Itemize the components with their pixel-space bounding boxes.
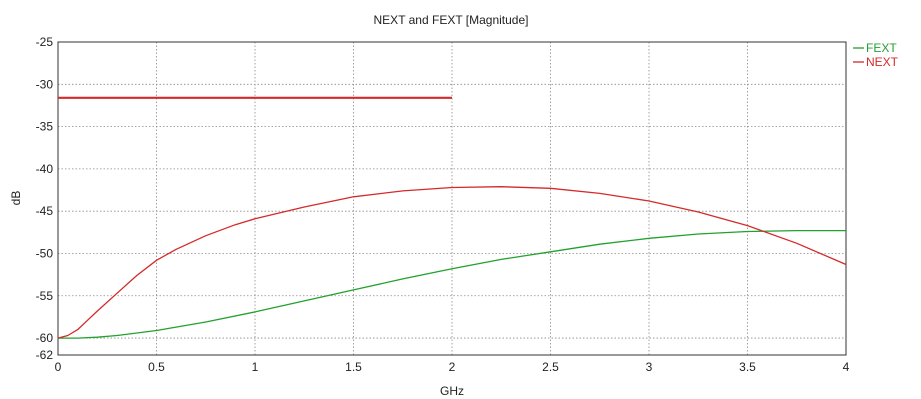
x-tick-label: 4	[843, 360, 850, 374]
x-axis: 0 0.5 1 1.5 2 2.5 3 3.5 4	[55, 360, 850, 374]
y-tick-label: -35	[36, 120, 54, 134]
y-axis-label: dB	[9, 191, 23, 206]
x-tick-label: 3	[646, 360, 653, 374]
x-tick-label: 0	[55, 360, 62, 374]
grid	[58, 42, 846, 355]
x-tick-label: 3.5	[739, 360, 756, 374]
y-tick-label: -25	[36, 35, 54, 49]
x-tick-label: 1	[252, 360, 259, 374]
y-tick-label: -50	[36, 246, 54, 260]
legend-label-next: NEXT	[866, 55, 899, 69]
series-layer	[57, 96, 847, 339]
y-tick-label: -30	[36, 77, 54, 91]
y-tick-label: -45	[36, 204, 54, 218]
chart-title: NEXT and FEXT [Magnitude]	[374, 13, 529, 27]
series-line-next	[57, 186, 847, 339]
y-tick-label: -62	[36, 348, 54, 362]
plot-area-frame	[57, 41, 847, 356]
legend-label-fext: FEXT	[866, 41, 897, 55]
x-axis-label: GHz	[440, 384, 464, 398]
x-tick-label: 2.5	[542, 360, 559, 374]
y-axis: -25 -30 -35 -40 -45 -50 -55 -60 -62	[36, 35, 54, 362]
y-tick-label: -55	[36, 289, 54, 303]
x-tick-label: 1.5	[345, 360, 362, 374]
y-tick-label: -40	[36, 162, 54, 176]
x-tick-label: 0.5	[148, 360, 165, 374]
x-tick-label: 2	[449, 360, 456, 374]
series-line-fext	[58, 229, 846, 339]
y-tick-label: -60	[36, 331, 54, 345]
